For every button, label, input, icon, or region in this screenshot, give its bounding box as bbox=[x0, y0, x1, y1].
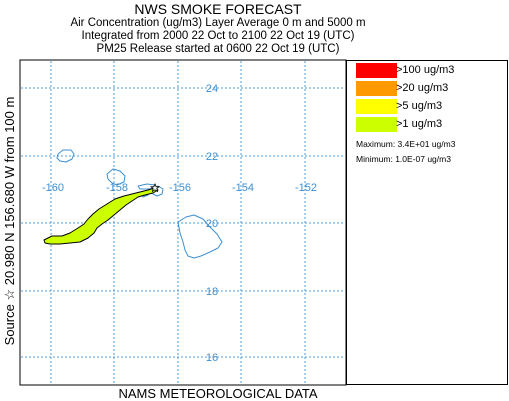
met-data-label: NAMS METEOROLOGICAL DATA bbox=[118, 386, 318, 401]
kauai-island bbox=[56, 149, 75, 163]
maui-island bbox=[152, 185, 164, 197]
legend-label: >1 ug/m3 bbox=[396, 118, 443, 130]
legend-label: >20 ug/m3 bbox=[396, 82, 449, 94]
lon-label: -160 bbox=[42, 182, 64, 194]
source-star bbox=[149, 182, 161, 193]
lat-label: 24 bbox=[206, 83, 218, 95]
lon-label: -156 bbox=[169, 182, 191, 194]
grid-lines bbox=[21, 61, 345, 384]
lon-label: -152 bbox=[295, 182, 317, 194]
source-location-label: Source ☆ 20.980 N 156.680 W from 100 m bbox=[2, 96, 17, 346]
maximum-value: Maximum: 3.4E+01 ug/m3 bbox=[356, 139, 456, 149]
concentration-subtitle: Air Concentration (ug/m3) Layer Average … bbox=[70, 17, 366, 29]
lat-label: 16 bbox=[206, 352, 218, 364]
oahu-island bbox=[106, 168, 126, 186]
release-info: PM25 Release started at 0600 22 Oct 19 (… bbox=[96, 43, 340, 55]
integration-period: Integrated from 2000 22 Oct to 2100 22 O… bbox=[81, 30, 355, 42]
smoke-plume-1ug bbox=[43, 187, 159, 245]
lat-label: 22 bbox=[206, 151, 218, 163]
lon-label: -158 bbox=[106, 182, 128, 194]
legend-swatch bbox=[356, 81, 397, 96]
legend-label: >5 ug/m3 bbox=[396, 100, 443, 112]
forecast-title: NWS SMOKE FORECAST bbox=[134, 1, 302, 17]
lon-label: -154 bbox=[232, 182, 254, 194]
legend-label: >100 ug/m3 bbox=[396, 64, 455, 76]
legend-swatch bbox=[356, 117, 397, 132]
legend-panel: >100 ug/m3 >20 ug/m3 >5 ug/m3 >1 ug/m3 M… bbox=[346, 60, 508, 385]
legend-swatch bbox=[356, 99, 397, 114]
lat-label: 20 bbox=[206, 218, 218, 230]
lat-label: 18 bbox=[206, 286, 218, 298]
hawaii-island bbox=[177, 214, 223, 259]
coastlines bbox=[56, 149, 223, 259]
minimum-value: Minimum: 1.0E-07 ug/m3 bbox=[356, 154, 451, 164]
legend-swatch bbox=[356, 63, 397, 78]
source-star-icon bbox=[149, 182, 161, 193]
